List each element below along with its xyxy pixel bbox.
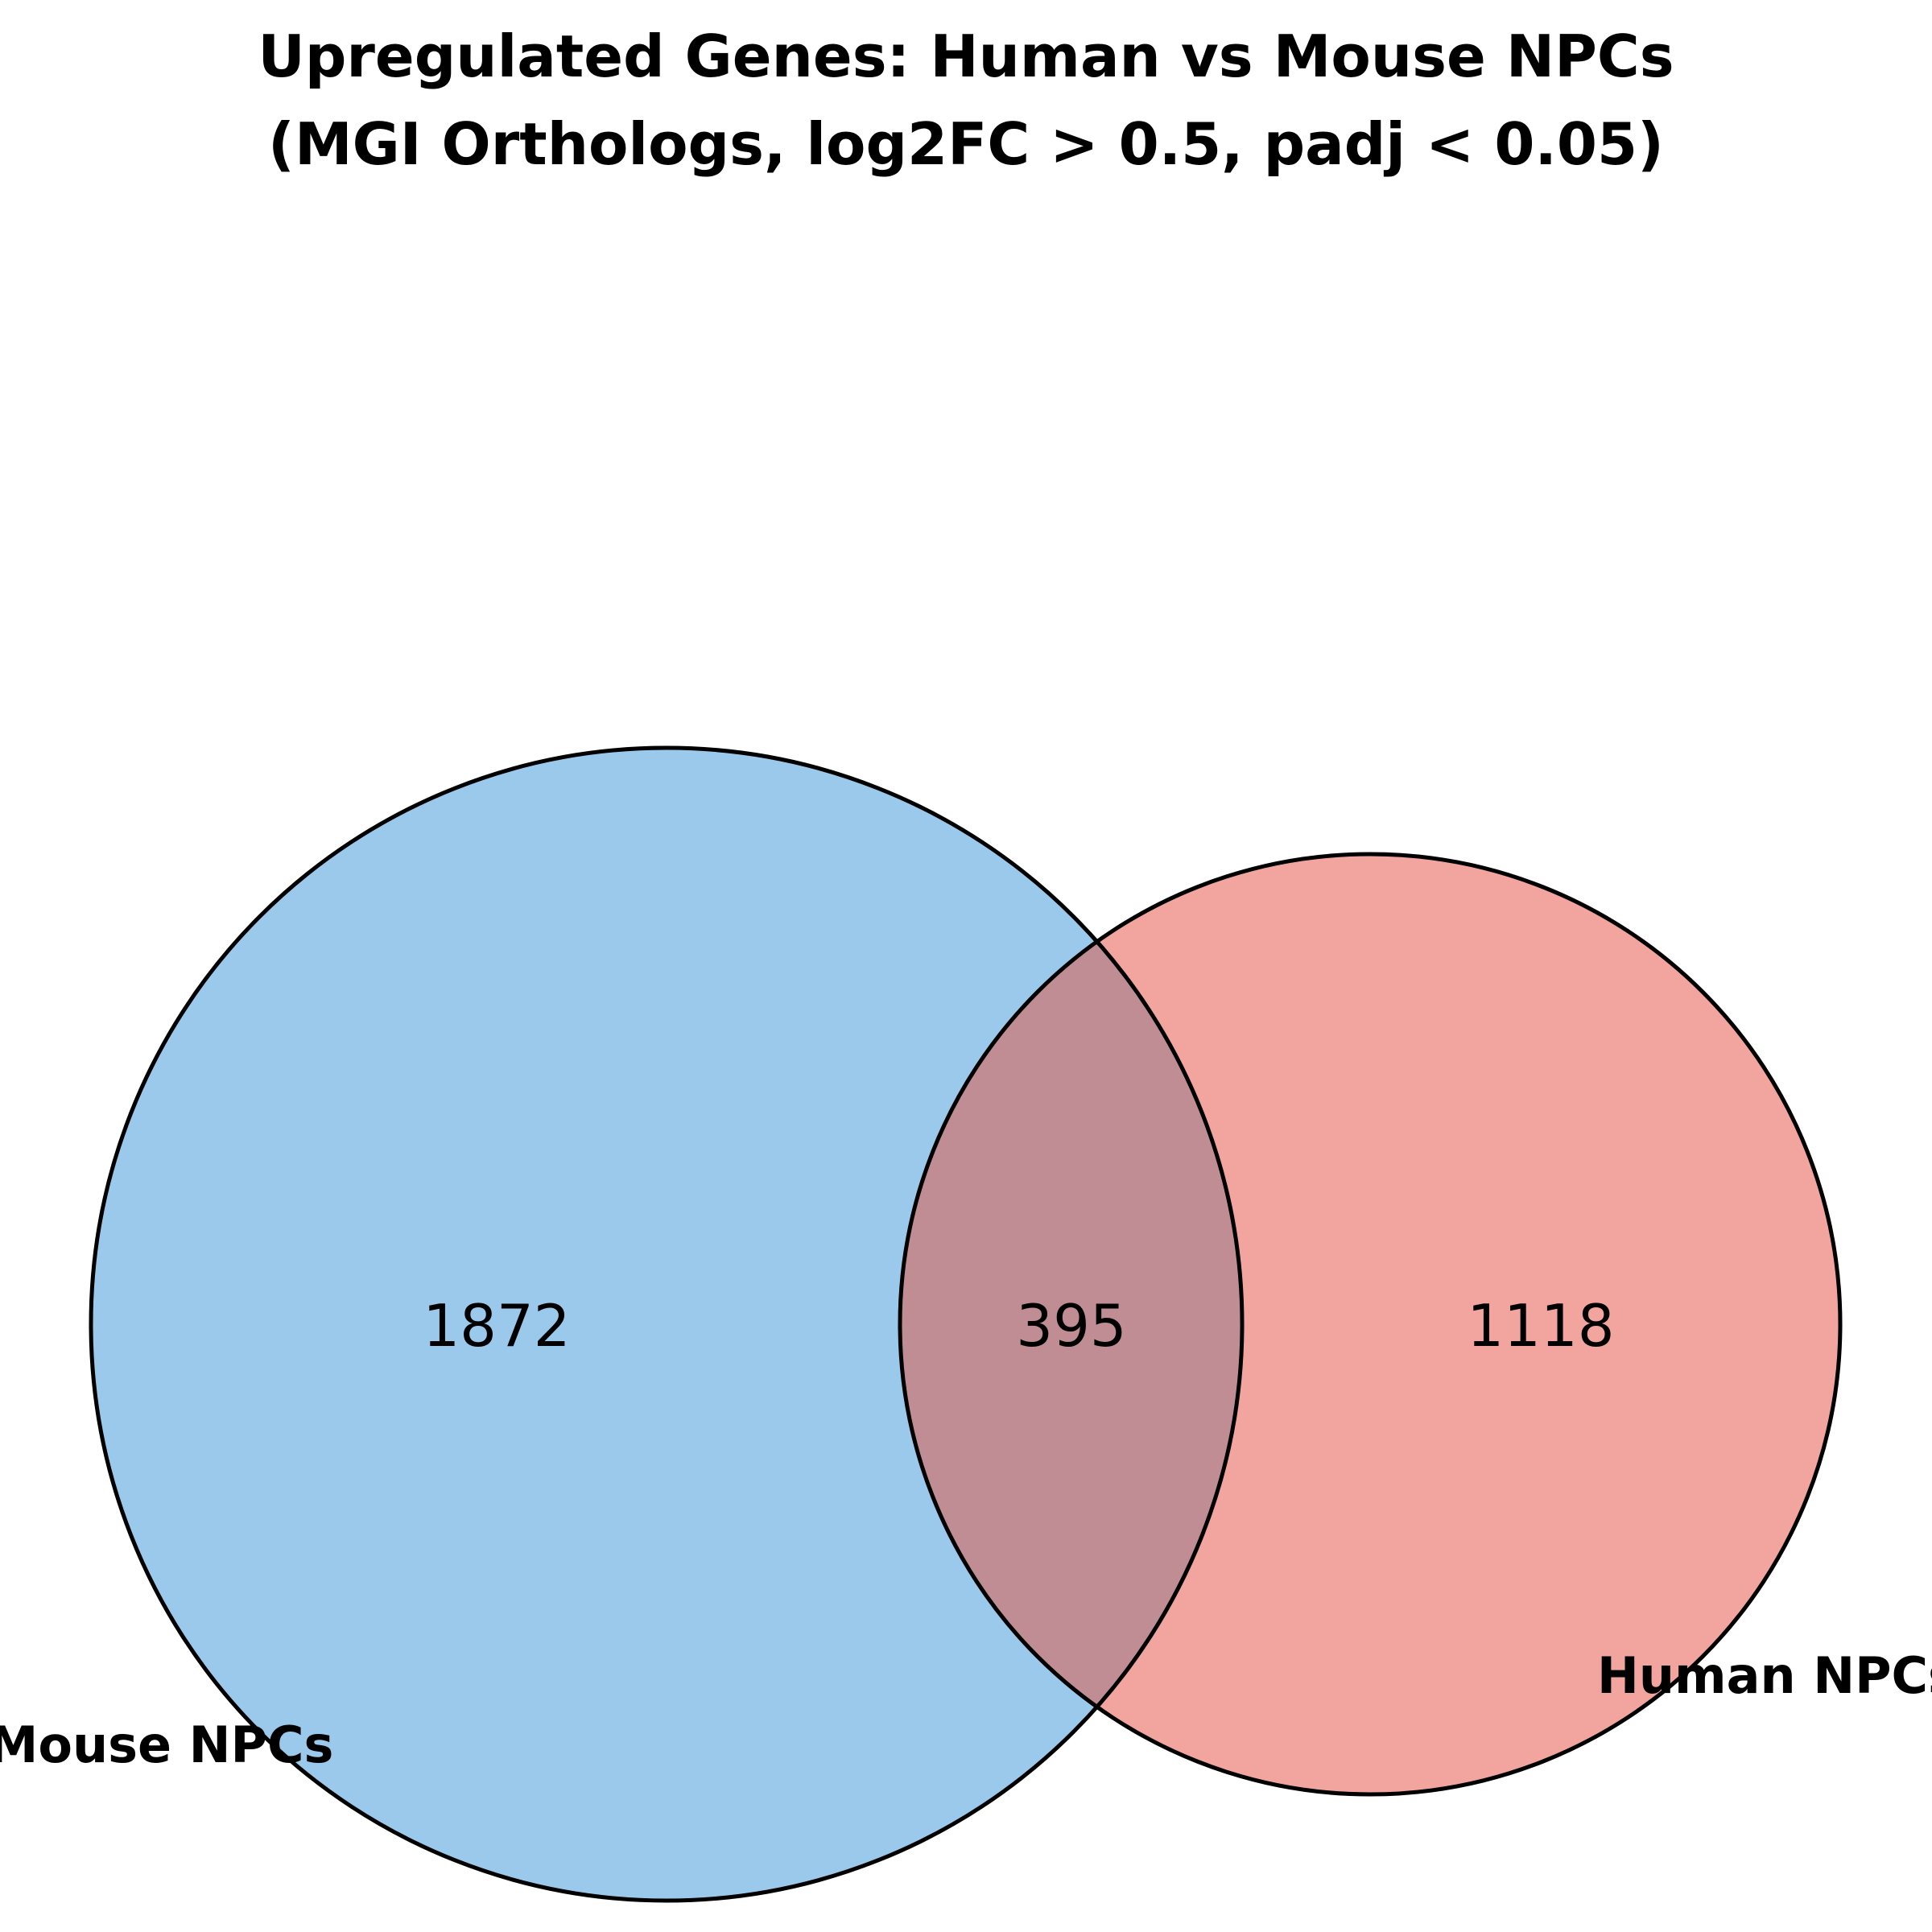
- mouse-only-count: 1872: [423, 1292, 570, 1360]
- intersection-region: [900, 854, 1242, 1794]
- human-only-count: 1118: [1467, 1292, 1614, 1360]
- human-set-label: Human NPCs: [1597, 1646, 1932, 1705]
- intersection-count: 395: [1016, 1292, 1126, 1360]
- mouse-set-circle: [91, 748, 1242, 1901]
- chart-subtitle: (MGI Orthologs, log2FC > 0.5, padj < 0.0…: [268, 110, 1664, 178]
- mouse-set-outline: [89, 745, 1245, 1903]
- human-set-outline: [898, 852, 1843, 1797]
- mouse-set-label: Mouse NPCs: [0, 1715, 333, 1774]
- chart-title: Upregulated Genes: Human vs Mouse NPCs: [258, 23, 1674, 90]
